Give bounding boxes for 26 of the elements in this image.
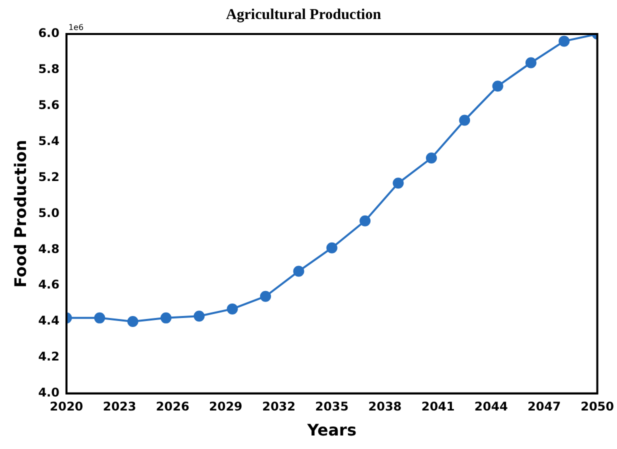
y-tick-label: 5.6 xyxy=(38,98,60,112)
x-tick-label: 2044 xyxy=(474,400,508,414)
x-tick-label: 2041 xyxy=(421,400,455,414)
x-tick-label: 2026 xyxy=(156,400,190,414)
y-tick-label: 4.2 xyxy=(38,350,60,364)
x-tick-label: 2050 xyxy=(580,400,614,414)
text: 1e6 xyxy=(68,23,84,32)
x-tick-label: 2032 xyxy=(262,400,296,414)
y-tick-label: 5.4 xyxy=(38,134,60,148)
x-tick-label: 2023 xyxy=(102,400,136,414)
y-tick-label: 5.8 xyxy=(38,62,60,76)
y-tick-label: 4.0 xyxy=(38,386,60,400)
x-tick-label: 2029 xyxy=(209,400,242,414)
y-tick-label: 4.4 xyxy=(38,314,60,328)
y-tick-label: 4.8 xyxy=(38,242,60,256)
x-tick-label: 2020 xyxy=(50,400,84,414)
x-tick-label: 2038 xyxy=(368,400,402,414)
y-tick-label: 6.0 xyxy=(38,26,60,40)
x-axis-title: Years xyxy=(306,420,356,440)
y-tick-label: 5.2 xyxy=(38,170,60,184)
x-tick-label: 2035 xyxy=(315,400,349,414)
y-axis-title: Food Production xyxy=(10,140,30,288)
y-tick-label: 5.0 xyxy=(38,206,60,220)
x-tick-label: 2047 xyxy=(528,400,561,414)
chart-title: Agricultural Production xyxy=(226,6,382,23)
y-tick-label: 4.6 xyxy=(38,278,60,292)
